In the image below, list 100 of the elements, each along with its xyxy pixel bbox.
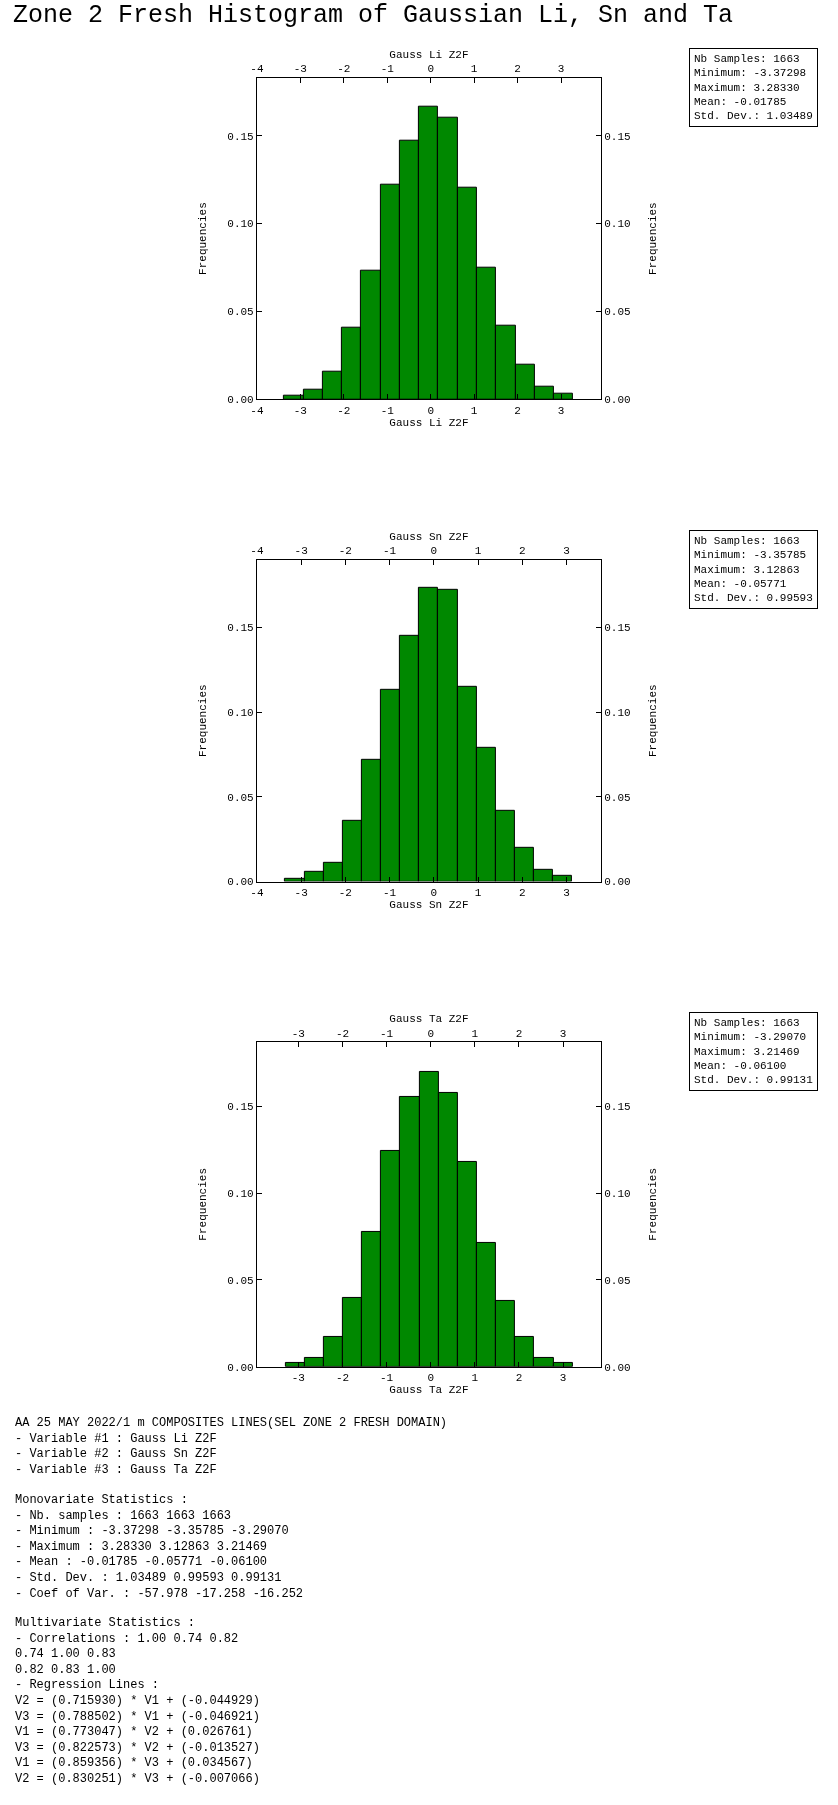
x-tick-label: 3 xyxy=(559,1027,567,1040)
y-tick-label: 0.10 xyxy=(227,218,254,231)
text: Minimum: -3.37298 xyxy=(694,67,807,80)
x-tick-label: 2 xyxy=(515,1027,523,1040)
y2-tick-label: 0.15 xyxy=(604,622,631,635)
x2-tick-label: 3 xyxy=(557,404,565,417)
y2-tick-label: 0.05 xyxy=(604,1274,631,1287)
text: Nb Samples: 1663 xyxy=(694,535,800,547)
x-axis-title: Gauss Ta Z2F xyxy=(389,1384,469,1397)
x-tick-label: -1 xyxy=(382,545,397,558)
x2-axis-title: Gauss Sn Z2F xyxy=(389,531,469,544)
x-tick-label: -2 xyxy=(335,1027,350,1040)
y-tick-label: 0.05 xyxy=(227,791,254,804)
text: Multivariate Statistics : - Correlations : 1.00 0.74 0.82 0.74 1.00 0.83 0.82 0.83 1.00 - Regression Lines : V2 = (0.715930) * V1 + (-0.044929) V3 = (0.788502) * V1 + (-0.046921) V1 = (0.773047) * V2 + (0.026761) V3 = (0.822573) * V2 + (-0.013527) V1 = (0.859356) * V3 + (0.034567) V2 = (0.830251) * V3 + (-0.007066) xyxy=(15,1616,260,1786)
x-tick-label: -4 xyxy=(250,545,264,558)
text: Std. Dev.: 0.99131 xyxy=(694,1074,814,1087)
x-tick-label: -1 xyxy=(380,63,395,76)
text: Maximum: 3.21469 xyxy=(694,1045,800,1058)
x2-tick-label: 2 xyxy=(518,886,526,899)
x-tick-label: 1 xyxy=(474,545,482,558)
x-tick-label: 2 xyxy=(514,63,521,76)
text: AA 25 MAY 2022/1 m COMPOSITES LINES(SEL ZONE 2 FRESH DOMAIN) - Variable #1 : Gauss Li Z2F - Variable #2 : Gauss Sn Z2F - Variable #3 : Gauss Ta Z2F xyxy=(15,1416,448,1477)
y2-tick-label: 0.00 xyxy=(604,394,631,407)
x2-tick-label: 0 xyxy=(427,1371,435,1384)
x-axis-title: Gauss Li Z2F xyxy=(389,416,469,429)
text: Mean: -0.01785 xyxy=(694,95,787,108)
y2-tick-label: 0.05 xyxy=(604,791,631,804)
text: Std. Dev.: 1.03489 xyxy=(694,110,813,123)
x-tick-label: -3 xyxy=(294,545,308,558)
y2-tick-label: 0.05 xyxy=(604,306,631,319)
text: Nb Samples: 1663 xyxy=(694,1017,800,1029)
x-tick-label: -3 xyxy=(293,63,307,76)
y2-tick-label: 0.00 xyxy=(604,876,631,889)
y-axis-title: Frequencies xyxy=(196,202,209,275)
y-tick-label: 0.15 xyxy=(227,130,254,143)
y2-tick-label: 0.10 xyxy=(604,218,631,231)
y-tick-label: 0.15 xyxy=(227,622,254,635)
x2-tick-label: -1 xyxy=(382,886,397,899)
text: Mean: -0.05771 xyxy=(694,577,787,590)
y-tick-label: 0.10 xyxy=(227,1187,254,1200)
x2-tick-label: 0 xyxy=(430,886,438,899)
x-tick-label: 2 xyxy=(518,545,526,558)
y-axis-title: Frequencies xyxy=(196,1168,209,1241)
x-tick-label: 3 xyxy=(557,63,565,76)
y-axis-title: Frequencies xyxy=(196,684,209,758)
text: Maximum: 3.12863 xyxy=(694,563,800,576)
x-tick-label: -2 xyxy=(338,545,352,558)
y2-tick-label: 0.15 xyxy=(604,1101,631,1114)
y-tick-label: 0.10 xyxy=(227,707,254,720)
x-tick-label: 0 xyxy=(427,1027,435,1040)
x2-axis-title: Gauss Ta Z2F xyxy=(389,1013,469,1026)
x2-tick-label: 0 xyxy=(427,404,434,417)
y2-tick-label: 0.15 xyxy=(604,130,631,143)
x-tick-label: -1 xyxy=(379,1027,394,1040)
y2-axis-title: Frequencies xyxy=(646,684,659,758)
y2-tick-label: 0.00 xyxy=(604,1361,631,1374)
text: Mean: -0.06100 xyxy=(694,1059,787,1072)
y-tick-label: 0.00 xyxy=(227,1361,254,1374)
x-tick-label: 1 xyxy=(470,63,478,76)
x2-tick-label: 3 xyxy=(563,886,570,899)
x2-tick-label: -2 xyxy=(337,404,351,417)
x2-tick-label: -3 xyxy=(294,886,308,899)
x2-tick-label: -2 xyxy=(335,1371,350,1384)
x2-tick-label: -4 xyxy=(250,886,264,899)
x2-tick-label: 1 xyxy=(474,886,482,899)
x2-tick-label: 2 xyxy=(515,1371,523,1384)
x-axis-title: Gauss Sn Z2F xyxy=(389,898,469,911)
x2-axis-title: Gauss Li Z2F xyxy=(389,48,469,61)
text: Minimum: -3.35785 xyxy=(694,549,807,562)
text: Monovariate Statistics : - Nb. samples : 1663 1663 1663 - Minimum : -3.37298 -3.35785 -3.29070 - Maximum : 3.28330 3.12863 3.21469 - Mean : -0.01785 -0.05771 -0.06100 - Std. Dev. : 1.03489 0.99593 0.99131 - Coef of Var. : -57.978 -17.258 -16.252 xyxy=(15,1493,304,1601)
y2-tick-label: 0.10 xyxy=(604,707,631,720)
x2-tick-label: 2 xyxy=(514,404,521,417)
text: Std. Dev.: 0.99593 xyxy=(694,592,813,605)
chart-title: Zone 2 Fresh Histogram of Gaussian Li, Sn and Ta xyxy=(13,1,734,30)
x-tick-label: 1 xyxy=(471,1027,479,1040)
text: Minimum: -3.29070 xyxy=(694,1031,807,1044)
x-tick-label: -3 xyxy=(291,1027,305,1040)
y2-tick-label: 0.10 xyxy=(604,1187,631,1200)
y-tick-label: 0.15 xyxy=(227,1101,254,1114)
x2-tick-label: 1 xyxy=(471,1371,479,1384)
x2-tick-label: -3 xyxy=(293,404,307,417)
y2-axis-title: Frequencies xyxy=(646,202,659,275)
y-tick-label: 0.05 xyxy=(227,1274,254,1287)
x2-tick-label: -1 xyxy=(379,1371,394,1384)
y2-axis-title: Frequencies xyxy=(646,1168,659,1241)
x-tick-label: -4 xyxy=(250,63,264,76)
x2-tick-label: -1 xyxy=(380,404,395,417)
y-tick-label: 0.00 xyxy=(227,876,254,889)
x-tick-label: 0 xyxy=(427,63,434,76)
text: Maximum: 3.28330 xyxy=(694,81,800,94)
x2-tick-label: -4 xyxy=(250,404,264,417)
x-tick-label: 3 xyxy=(563,545,570,558)
x2-tick-label: 1 xyxy=(470,404,478,417)
x2-tick-label: 3 xyxy=(559,1371,567,1384)
y-tick-label: 0.05 xyxy=(227,306,254,319)
x2-tick-label: -3 xyxy=(291,1371,305,1384)
x-tick-label: 0 xyxy=(430,545,438,558)
text: Nb Samples: 1663 xyxy=(694,53,800,65)
x2-tick-label: -2 xyxy=(338,886,352,899)
y-tick-label: 0.00 xyxy=(227,394,254,407)
